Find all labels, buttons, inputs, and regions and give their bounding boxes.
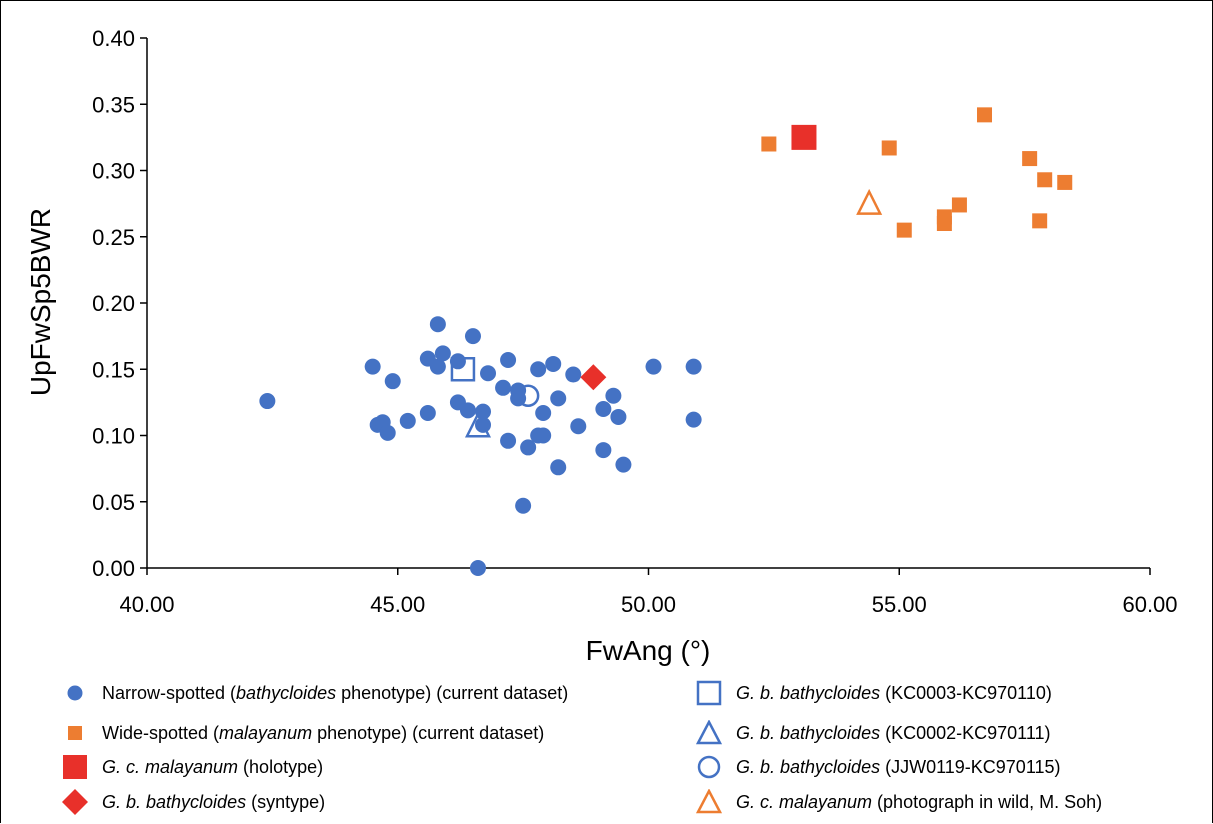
x-tick-label: 55.00 [872,592,927,617]
data-point [1037,172,1053,188]
data-point [951,197,967,213]
data-point [516,384,540,407]
data-point [429,316,446,333]
data-point [535,404,552,421]
data-point [1022,151,1038,167]
y-tick-label: 0.05 [92,490,135,515]
y-tick-label: 0.40 [92,26,135,51]
x-tick-label: 45.00 [370,592,425,617]
data-point [469,560,486,576]
data-point [384,373,401,390]
data-point [515,497,532,514]
data-point [550,459,567,476]
data-point [495,379,512,396]
x-tick-label: 40.00 [119,592,174,617]
y-tick-label: 0.00 [92,556,135,581]
data-point [761,136,777,152]
x-tick-label: 50.00 [621,592,676,617]
data-point [500,432,517,449]
data-point [1057,174,1073,190]
data-point [896,222,912,238]
data-point [1032,213,1048,229]
data-point [685,358,702,375]
data-point [550,390,567,407]
data-point [545,355,562,372]
y-axis-title: UpFwSp5BWR [25,208,56,396]
data-point [535,427,552,444]
data-point [464,328,481,345]
data-point [520,439,537,456]
data-point [605,387,622,404]
data-point [595,442,612,459]
data-point [570,418,587,435]
data-points [259,107,1073,576]
data-point [364,358,381,375]
data-point [977,107,993,123]
x-axis-title: FwAng (°) [586,635,711,666]
data-point [881,140,897,156]
data-point [645,358,662,375]
data-point [530,361,547,378]
y-tick-label: 0.20 [92,291,135,316]
data-point [399,412,416,429]
data-point [580,364,607,391]
data-point [259,393,276,410]
data-point [429,358,446,375]
y-tick-label: 0.35 [92,92,135,117]
data-point [434,345,451,362]
data-point [419,404,436,421]
data-point [464,411,492,438]
data-point [615,456,632,473]
x-tick-label: 60.00 [1122,592,1177,617]
data-point [936,216,952,231]
data-point [685,411,702,428]
data-point [450,357,476,382]
data-point [791,124,817,150]
y-tick-label: 0.25 [92,225,135,250]
data-point [565,366,582,383]
data-point [610,408,627,425]
data-point [480,365,497,382]
data-point [500,351,517,368]
data-point [856,188,883,215]
y-tick-label: 0.30 [92,159,135,184]
data-point [379,424,396,441]
data-point [459,402,476,419]
y-tick-label: 0.10 [92,424,135,449]
data-point [595,401,612,417]
y-tick-label: 0.15 [92,357,135,382]
axes: 0.00 0.05 0.10 0.15 0.20 0.25 0.30 0.35 0.40 40.0… [92,26,1177,617]
